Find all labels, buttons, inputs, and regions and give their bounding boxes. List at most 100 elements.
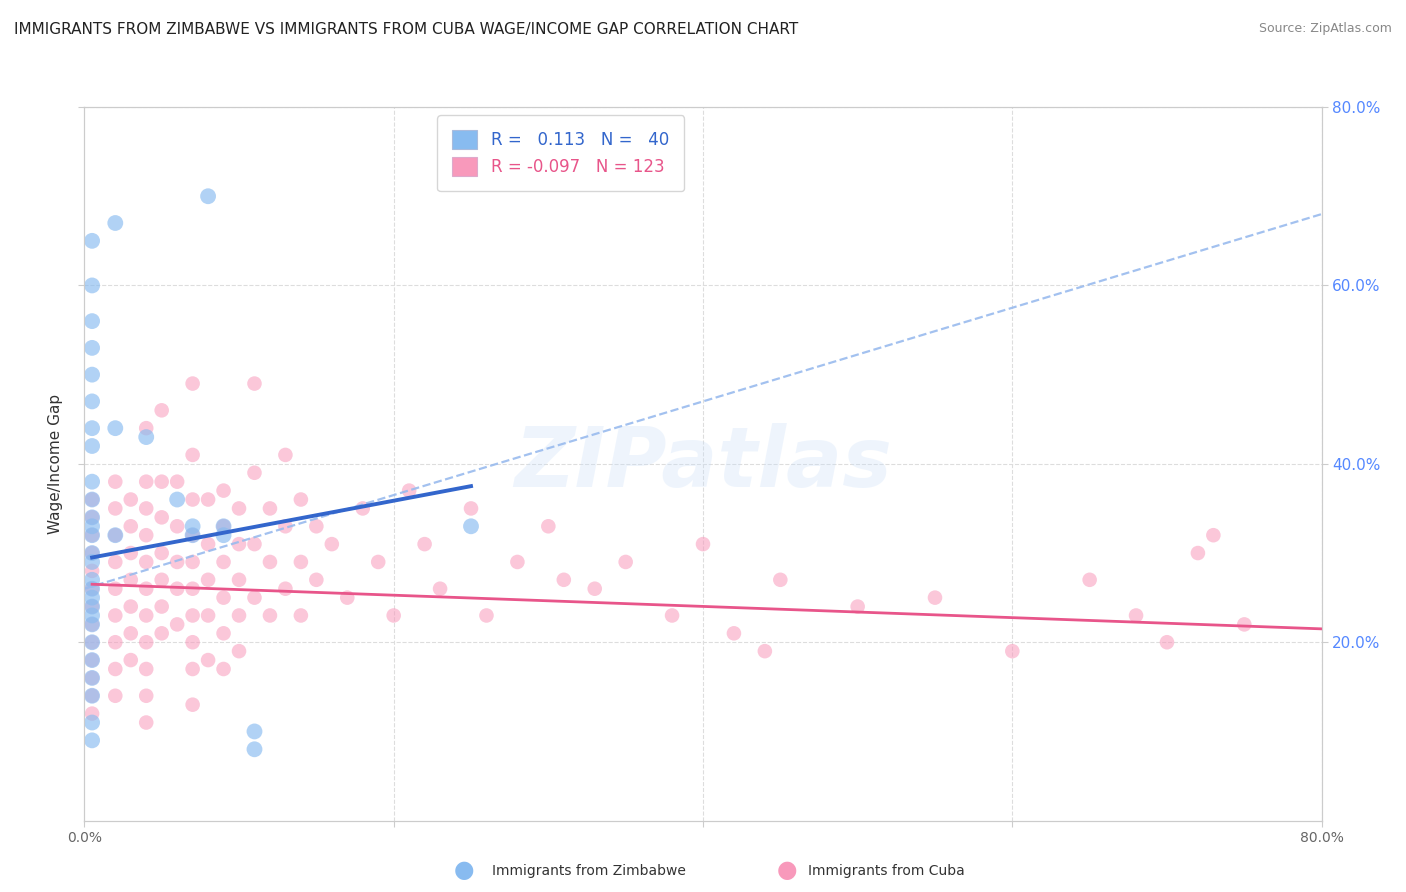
Point: [82, 653, 104, 667]
Point: [104, 216, 127, 230]
Point: [181, 448, 204, 462]
Point: [243, 742, 266, 756]
Point: [104, 555, 127, 569]
Point: [259, 501, 281, 516]
Point: [82, 689, 104, 703]
Point: [274, 519, 297, 533]
Point: [150, 403, 173, 417]
Point: [82, 510, 104, 524]
Point: [120, 653, 142, 667]
Point: [82, 394, 104, 409]
Point: [82, 582, 104, 596]
Point: [150, 546, 173, 560]
Point: [460, 501, 482, 516]
Point: [120, 492, 142, 507]
Point: [924, 591, 946, 605]
Point: [82, 314, 104, 328]
Point: [166, 519, 188, 533]
Point: [135, 421, 157, 435]
Point: [181, 662, 204, 676]
Point: [398, 483, 420, 498]
Point: [197, 537, 219, 551]
Point: [82, 599, 104, 614]
Point: [82, 715, 104, 730]
Point: [166, 492, 188, 507]
Point: [150, 573, 173, 587]
Point: [243, 591, 266, 605]
Point: [1233, 617, 1256, 632]
Point: [1078, 573, 1101, 587]
Point: [212, 483, 235, 498]
Point: [82, 528, 104, 542]
Point: [82, 546, 104, 560]
Point: [82, 519, 104, 533]
Point: [475, 608, 498, 623]
Point: [82, 475, 104, 489]
Point: [82, 341, 104, 355]
Point: [135, 582, 157, 596]
Point: [82, 492, 104, 507]
Point: [1202, 528, 1225, 542]
Point: [135, 715, 157, 730]
Point: [305, 519, 328, 533]
Point: [120, 519, 142, 533]
Point: [723, 626, 745, 640]
Point: [228, 573, 250, 587]
Point: [104, 528, 127, 542]
Point: [197, 653, 219, 667]
Point: [1187, 546, 1209, 560]
Point: [243, 466, 266, 480]
Point: [212, 519, 235, 533]
Point: [135, 662, 157, 676]
Point: [692, 537, 714, 551]
Point: [290, 555, 312, 569]
Point: [197, 492, 219, 507]
Point: [274, 582, 297, 596]
Text: Source: ZipAtlas.com: Source: ZipAtlas.com: [1258, 22, 1392, 36]
Point: [166, 475, 188, 489]
Point: [104, 582, 127, 596]
Point: [82, 608, 104, 623]
Point: [135, 635, 157, 649]
Point: [135, 608, 157, 623]
Point: [82, 278, 104, 293]
Point: [181, 528, 204, 542]
Point: [769, 573, 792, 587]
Point: [82, 582, 104, 596]
Point: [82, 617, 104, 632]
Point: [166, 555, 188, 569]
Point: [197, 189, 219, 203]
Point: [290, 608, 312, 623]
Point: [212, 662, 235, 676]
Point: [181, 608, 204, 623]
Point: [150, 626, 173, 640]
Point: [259, 608, 281, 623]
Point: [181, 376, 204, 391]
Point: [82, 599, 104, 614]
Point: [82, 591, 104, 605]
Point: [82, 510, 104, 524]
Text: IMMIGRANTS FROM ZIMBABWE VS IMMIGRANTS FROM CUBA WAGE/INCOME GAP CORRELATION CHA: IMMIGRANTS FROM ZIMBABWE VS IMMIGRANTS F…: [14, 22, 799, 37]
Point: [82, 492, 104, 507]
Point: [243, 537, 266, 551]
Point: [661, 608, 683, 623]
Point: [104, 501, 127, 516]
Point: [166, 582, 188, 596]
Point: [82, 671, 104, 685]
Point: [82, 368, 104, 382]
Point: [197, 573, 219, 587]
Point: [212, 591, 235, 605]
Point: [82, 546, 104, 560]
Point: [413, 537, 436, 551]
Point: [197, 608, 219, 623]
Text: Immigrants from Zimbabwe: Immigrants from Zimbabwe: [492, 863, 686, 878]
Point: [104, 662, 127, 676]
Point: [290, 492, 312, 507]
Point: [181, 519, 204, 533]
Point: [135, 555, 157, 569]
Point: [104, 608, 127, 623]
Point: [553, 573, 575, 587]
Point: [429, 582, 451, 596]
Point: [135, 689, 157, 703]
Point: [228, 537, 250, 551]
